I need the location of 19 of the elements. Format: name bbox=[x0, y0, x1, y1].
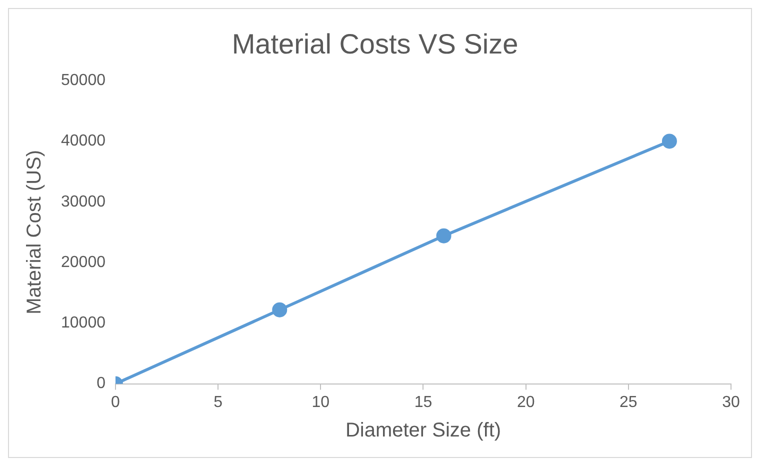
y-tick-label: 40000 bbox=[60, 132, 106, 150]
y-axis-title: Material Cost (US) bbox=[24, 150, 46, 314]
x-tick-label: 10 bbox=[312, 394, 330, 411]
x-tick-label: 5 bbox=[214, 394, 223, 411]
x-tick-label: 15 bbox=[414, 394, 432, 411]
x-tick-label: 0 bbox=[111, 394, 120, 411]
y-tick-label: 10000 bbox=[60, 314, 106, 332]
y-tick-label: 20000 bbox=[60, 254, 106, 271]
y-tick-label: 30000 bbox=[60, 193, 106, 210]
x-tick-label: 20 bbox=[516, 394, 535, 411]
y-tick-label: 50000 bbox=[60, 72, 106, 90]
x-tick-label: 30 bbox=[722, 394, 740, 411]
x-tick-label: 25 bbox=[620, 394, 638, 411]
point bbox=[272, 302, 288, 318]
x-axis-title: Diameter Size (ft) bbox=[345, 420, 502, 442]
point bbox=[436, 228, 452, 244]
y-tick-label: 0 bbox=[96, 375, 106, 392]
point bbox=[662, 134, 677, 149]
chart-title: Material Costs VS Size bbox=[232, 28, 518, 60]
